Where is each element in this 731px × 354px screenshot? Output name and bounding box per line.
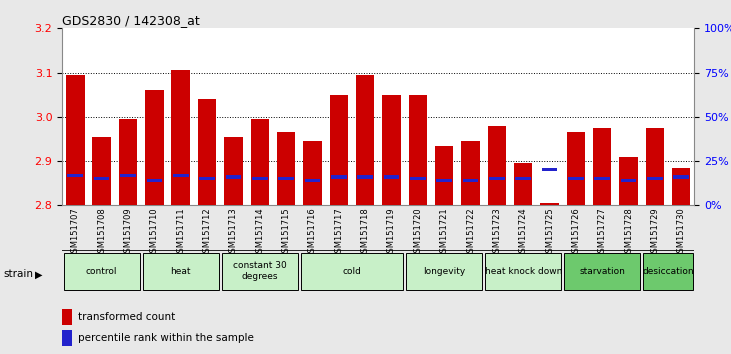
Bar	[62, 330, 72, 346]
Bar	[172, 70, 190, 205]
Text: percentile rank within the sample: percentile rank within the sample	[78, 332, 254, 343]
Text: GSM151730: GSM151730	[677, 207, 686, 258]
Bar	[356, 75, 374, 205]
Text: GSM151719: GSM151719	[387, 207, 396, 258]
Bar	[564, 253, 640, 290]
Bar	[279, 177, 294, 180]
Bar	[198, 99, 216, 205]
Bar	[463, 179, 478, 182]
Text: GSM151718: GSM151718	[360, 207, 370, 258]
Bar	[200, 177, 215, 180]
Bar	[485, 253, 561, 290]
Text: constant 30
degrees: constant 30 degrees	[233, 262, 287, 281]
Bar	[301, 253, 403, 290]
Text: GSM151716: GSM151716	[308, 207, 317, 258]
Bar	[435, 145, 453, 205]
Bar	[514, 163, 532, 205]
Bar	[489, 177, 504, 180]
Text: GSM151723: GSM151723	[493, 207, 501, 258]
Text: GSM151707: GSM151707	[71, 207, 80, 258]
Bar	[619, 156, 638, 205]
Text: GSM151728: GSM151728	[624, 207, 633, 258]
Text: strain: strain	[4, 269, 34, 279]
Bar	[120, 174, 136, 177]
Bar	[221, 253, 298, 290]
Text: GSM151722: GSM151722	[466, 207, 475, 258]
Bar	[277, 132, 295, 205]
Bar	[436, 179, 452, 182]
Bar	[542, 169, 557, 171]
Bar	[224, 137, 243, 205]
Bar	[94, 177, 110, 180]
Bar	[330, 95, 348, 205]
Text: longevity: longevity	[423, 267, 466, 276]
Text: GSM151726: GSM151726	[572, 207, 580, 258]
Bar	[382, 95, 401, 205]
Bar	[66, 75, 85, 205]
Bar	[645, 128, 664, 205]
Text: GSM151727: GSM151727	[598, 207, 607, 258]
Bar	[305, 179, 320, 182]
Bar	[62, 309, 72, 325]
Bar	[251, 119, 269, 205]
Text: ▶: ▶	[35, 269, 42, 279]
Bar	[567, 132, 585, 205]
Bar	[252, 177, 268, 180]
Bar	[672, 168, 691, 205]
Text: GSM151711: GSM151711	[176, 207, 185, 258]
Bar	[621, 179, 637, 182]
Text: GSM151713: GSM151713	[229, 207, 238, 258]
Bar	[384, 176, 399, 178]
Text: GSM151709: GSM151709	[124, 207, 132, 258]
Text: GSM151714: GSM151714	[255, 207, 264, 258]
Text: GSM151712: GSM151712	[202, 207, 211, 258]
Bar	[515, 177, 531, 180]
Text: GSM151708: GSM151708	[97, 207, 106, 258]
Bar	[409, 95, 427, 205]
Text: cold: cold	[343, 267, 361, 276]
Text: GSM151710: GSM151710	[150, 207, 159, 258]
Text: GDS2830 / 142308_at: GDS2830 / 142308_at	[62, 14, 200, 27]
Bar	[92, 137, 111, 205]
Bar	[331, 176, 346, 178]
Text: GSM151721: GSM151721	[439, 207, 449, 258]
Bar	[357, 176, 373, 178]
Text: control: control	[86, 267, 118, 276]
Text: GSM151725: GSM151725	[545, 207, 554, 258]
Bar	[594, 177, 610, 180]
Bar	[145, 90, 164, 205]
Bar	[568, 177, 584, 180]
Bar	[673, 176, 689, 178]
Bar	[64, 253, 140, 290]
Bar	[593, 128, 611, 205]
Bar	[488, 126, 506, 205]
Text: GSM151717: GSM151717	[334, 207, 344, 258]
Text: transformed count: transformed count	[78, 312, 175, 322]
Bar	[461, 141, 480, 205]
Text: GSM151720: GSM151720	[413, 207, 423, 258]
Bar	[540, 203, 558, 205]
Bar	[173, 174, 189, 177]
Text: GSM151724: GSM151724	[519, 207, 528, 258]
Bar	[406, 253, 482, 290]
Bar	[643, 253, 693, 290]
Text: heat: heat	[170, 267, 191, 276]
Bar	[143, 253, 219, 290]
Text: starvation: starvation	[579, 267, 625, 276]
Bar	[226, 176, 241, 178]
Bar	[146, 179, 162, 182]
Bar	[410, 177, 425, 180]
Text: desiccation: desiccation	[643, 267, 694, 276]
Text: GSM151715: GSM151715	[281, 207, 291, 258]
Bar	[67, 174, 83, 177]
Bar	[303, 141, 322, 205]
Text: heat knock down: heat knock down	[485, 267, 562, 276]
Text: GSM151729: GSM151729	[651, 207, 659, 258]
Bar	[118, 119, 137, 205]
Bar	[647, 177, 663, 180]
